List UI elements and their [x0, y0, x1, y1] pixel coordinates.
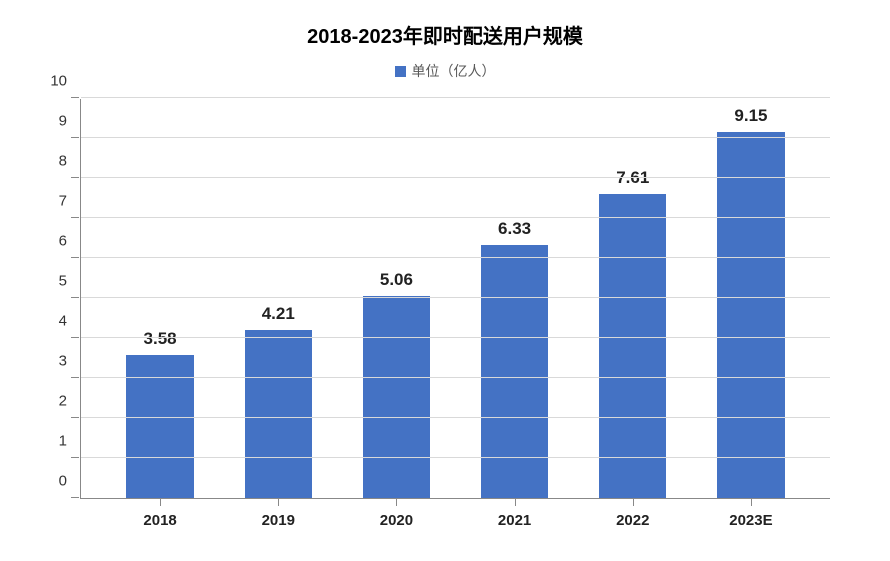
x-axis-label: 2021 [498, 498, 531, 529]
gridline [81, 417, 830, 418]
bar: 9.15 [717, 132, 784, 498]
x-axis-label: 2023E [729, 498, 772, 529]
y-axis-label: 5 [59, 273, 81, 290]
bar: 7.61 [599, 194, 666, 498]
gridline [81, 377, 830, 378]
gridline [81, 137, 830, 138]
gridline [81, 217, 830, 218]
gridline [81, 97, 830, 98]
y-axis-label: 1 [59, 433, 81, 450]
gridline [81, 297, 830, 298]
y-tick [71, 177, 79, 178]
gridline [81, 337, 830, 338]
bar: 4.21 [245, 330, 312, 498]
y-tick [71, 377, 79, 378]
bar: 6.33 [481, 245, 548, 498]
x-axis-label: 2022 [616, 498, 649, 529]
gridline [81, 457, 830, 458]
y-tick [71, 497, 79, 498]
y-tick [71, 417, 79, 418]
y-axis-label: 10 [50, 73, 81, 90]
y-axis-label: 6 [59, 233, 81, 250]
y-axis-label: 8 [59, 153, 81, 170]
y-tick [71, 337, 79, 338]
y-axis-label: 2 [59, 393, 81, 410]
bar-value-label: 6.33 [498, 219, 531, 245]
bar-slot: 9.152023E [692, 99, 810, 498]
bar-slot: 7.612022 [574, 99, 692, 498]
x-axis-label: 2019 [262, 498, 295, 529]
x-axis-label: 2020 [380, 498, 413, 529]
gridline [81, 257, 830, 258]
y-tick [71, 137, 79, 138]
y-axis-label: 9 [59, 113, 81, 130]
bar-value-label: 3.58 [144, 329, 177, 355]
legend: 单位（亿人） [40, 61, 850, 81]
gridline [81, 177, 830, 178]
bar-slot: 5.062020 [337, 99, 455, 498]
y-tick [71, 257, 79, 258]
bar-value-label: 7.61 [616, 168, 649, 194]
legend-swatch [395, 66, 406, 77]
bar-slot: 6.332021 [456, 99, 574, 498]
legend-label: 单位（亿人） [412, 61, 496, 81]
bar-value-label: 5.06 [380, 270, 413, 296]
chart-container: 2018-2023年即时配送用户规模 单位（亿人） 3.5820184.2120… [0, 0, 890, 561]
y-axis-label: 4 [59, 313, 81, 330]
bar: 5.06 [363, 296, 430, 498]
x-axis-label: 2018 [143, 498, 176, 529]
y-tick [71, 217, 79, 218]
plot-area: 3.5820184.2120195.0620206.3320217.612022… [80, 99, 830, 499]
bar-value-label: 4.21 [262, 304, 295, 330]
y-tick [71, 457, 79, 458]
chart-title: 2018-2023年即时配送用户规模 [40, 20, 850, 49]
y-axis-label: 0 [59, 473, 81, 490]
bar-slot: 4.212019 [219, 99, 337, 498]
bar-slot: 3.582018 [101, 99, 219, 498]
y-axis-label: 3 [59, 353, 81, 370]
bars-group: 3.5820184.2120195.0620206.3320217.612022… [81, 99, 830, 498]
y-tick [71, 297, 79, 298]
y-tick [71, 97, 79, 98]
y-axis-label: 7 [59, 193, 81, 210]
bar-value-label: 9.15 [734, 106, 767, 132]
